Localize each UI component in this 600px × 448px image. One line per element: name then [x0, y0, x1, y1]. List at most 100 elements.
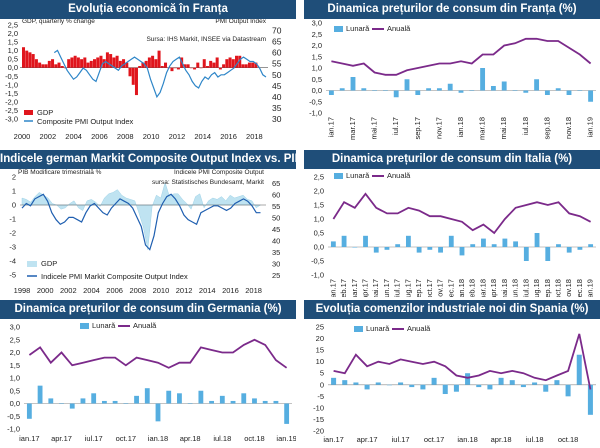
x-tick-label: feb.17 — [339, 279, 348, 297]
bar-monthly — [431, 377, 437, 385]
legend-label-monthly: Lunară — [92, 321, 116, 330]
y-tick-label: -1,0 — [311, 271, 324, 280]
bar-monthly — [545, 247, 551, 261]
bar-gdp — [193, 67, 197, 70]
bar-monthly — [101, 400, 107, 404]
x-tick-label: 2008 — [129, 286, 146, 295]
x-tick-label: iul.18 — [521, 117, 530, 135]
bar-gdp — [144, 60, 148, 68]
x-tick-label: ian.17 — [323, 435, 343, 444]
bar-monthly — [353, 382, 359, 385]
x-tick-label: ian.17 — [326, 117, 335, 137]
area-gdp — [21, 181, 262, 250]
bar-monthly — [481, 238, 486, 247]
x-tick-label: 2002 — [39, 132, 56, 141]
bar-monthly — [576, 354, 582, 385]
x-tick-label: nov.18 — [564, 117, 573, 139]
bar-gdp — [89, 60, 93, 68]
x-tick-label: sep.17 — [414, 279, 423, 297]
y-tick-label: -1,0 — [309, 109, 322, 118]
y-tick-label: 0,0 — [8, 63, 18, 72]
bar-gdp — [22, 47, 26, 68]
source-note: Sursa: IHS Markit, INSEE via Datastream — [146, 36, 266, 43]
bar-gdp — [238, 55, 242, 68]
y-tick-label: 10 — [316, 357, 324, 366]
bar-gdp — [34, 59, 38, 68]
bar-monthly — [48, 398, 54, 404]
bar-monthly — [59, 403, 64, 404]
bar-monthly — [395, 244, 401, 247]
bar-gdp — [125, 62, 129, 68]
y-tick-label: -0,5 — [309, 97, 322, 106]
bar-monthly — [465, 373, 471, 385]
bar-monthly — [554, 380, 560, 385]
y2-tick-label: 45 — [272, 81, 282, 91]
y-tick-label: 20 — [316, 334, 324, 343]
bar-gdp — [235, 55, 239, 68]
bar-gdp — [76, 57, 80, 68]
x-tick-label: iul.18 — [213, 434, 231, 443]
bar-monthly — [198, 390, 204, 404]
y-tick-label: -2,0 — [5, 97, 18, 106]
x-tick-label: apr.18 — [491, 435, 512, 444]
x-tick-label: oct.18 — [244, 434, 264, 443]
bar-monthly — [534, 233, 540, 247]
x-tick-label: oct.18 — [553, 279, 562, 297]
bar-gdp — [215, 57, 219, 68]
y-tick-label: 0,0 — [10, 399, 20, 408]
legend-label-annual: Anuală — [407, 324, 431, 333]
bar-monthly — [565, 384, 571, 397]
bar-monthly — [566, 90, 572, 95]
y2-tick-label: 65 — [272, 179, 280, 188]
x-tick-label: mar.17 — [348, 117, 357, 140]
line-annual — [28, 338, 288, 369]
bar-monthly — [373, 247, 379, 253]
x-tick-label: sep.18 — [542, 117, 551, 140]
y-tick-label: -15 — [313, 415, 324, 424]
x-tick-label: iul.17 — [392, 435, 410, 444]
bar-monthly — [230, 400, 236, 404]
bar-gdp — [170, 67, 174, 72]
bar-monthly — [166, 390, 172, 404]
y2-tick-label: 55 — [272, 202, 280, 211]
y-tick-label: -3,0 — [5, 115, 18, 124]
panel-germany-cpi: Dinamica prețurilor de consum din German… — [0, 300, 296, 448]
y-tick-label: 0,5 — [8, 55, 18, 64]
y2-tick-label: 30 — [272, 259, 280, 268]
y2-tick-label: 70 — [272, 26, 282, 36]
panel-title: Evoluția economică în Franța — [0, 0, 296, 19]
bar-monthly — [177, 393, 182, 404]
bar-gdp — [199, 67, 203, 69]
bar-monthly — [587, 384, 593, 415]
x-tick-label: iul.18 — [526, 435, 544, 444]
y2-tick-label: 30 — [272, 114, 282, 124]
x-tick-label: 1998 — [14, 286, 31, 295]
line-annual — [333, 333, 592, 390]
legend-label-annual: Anuală — [133, 321, 157, 330]
x-tick-label: iul.17 — [391, 117, 400, 135]
y-tick-label: 2 — [12, 173, 16, 182]
y2-tick-label: 40 — [272, 92, 282, 102]
x-tick-label: 2014 — [199, 286, 216, 295]
y-tick-label: 15 — [316, 346, 324, 355]
bar-gdp — [60, 66, 64, 68]
bar-monthly — [498, 377, 504, 385]
bar-monthly — [512, 90, 518, 91]
y-tick-label: 1,0 — [312, 64, 322, 73]
x-tick-label: 2010 — [153, 286, 170, 295]
bar-monthly — [556, 244, 561, 247]
y-tick-label: -3 — [9, 243, 16, 252]
legend-label-monthly: Lunară — [346, 171, 370, 180]
y-tick-label: -1,5 — [5, 89, 18, 98]
bar-monthly — [487, 384, 493, 390]
y2-tick-label: 65 — [272, 37, 282, 47]
bar-monthly — [144, 388, 150, 404]
y-tick-label: 0,5 — [314, 229, 324, 238]
y-tick-label: -0,5 — [311, 257, 324, 266]
panel-title: Evoluția comenzilor industriale noi din … — [304, 300, 600, 319]
bar-monthly — [375, 382, 381, 385]
legend-label-pmi: Composite PMI Output Index — [37, 117, 134, 126]
bar-monthly — [509, 380, 515, 385]
bar-monthly — [577, 247, 583, 250]
